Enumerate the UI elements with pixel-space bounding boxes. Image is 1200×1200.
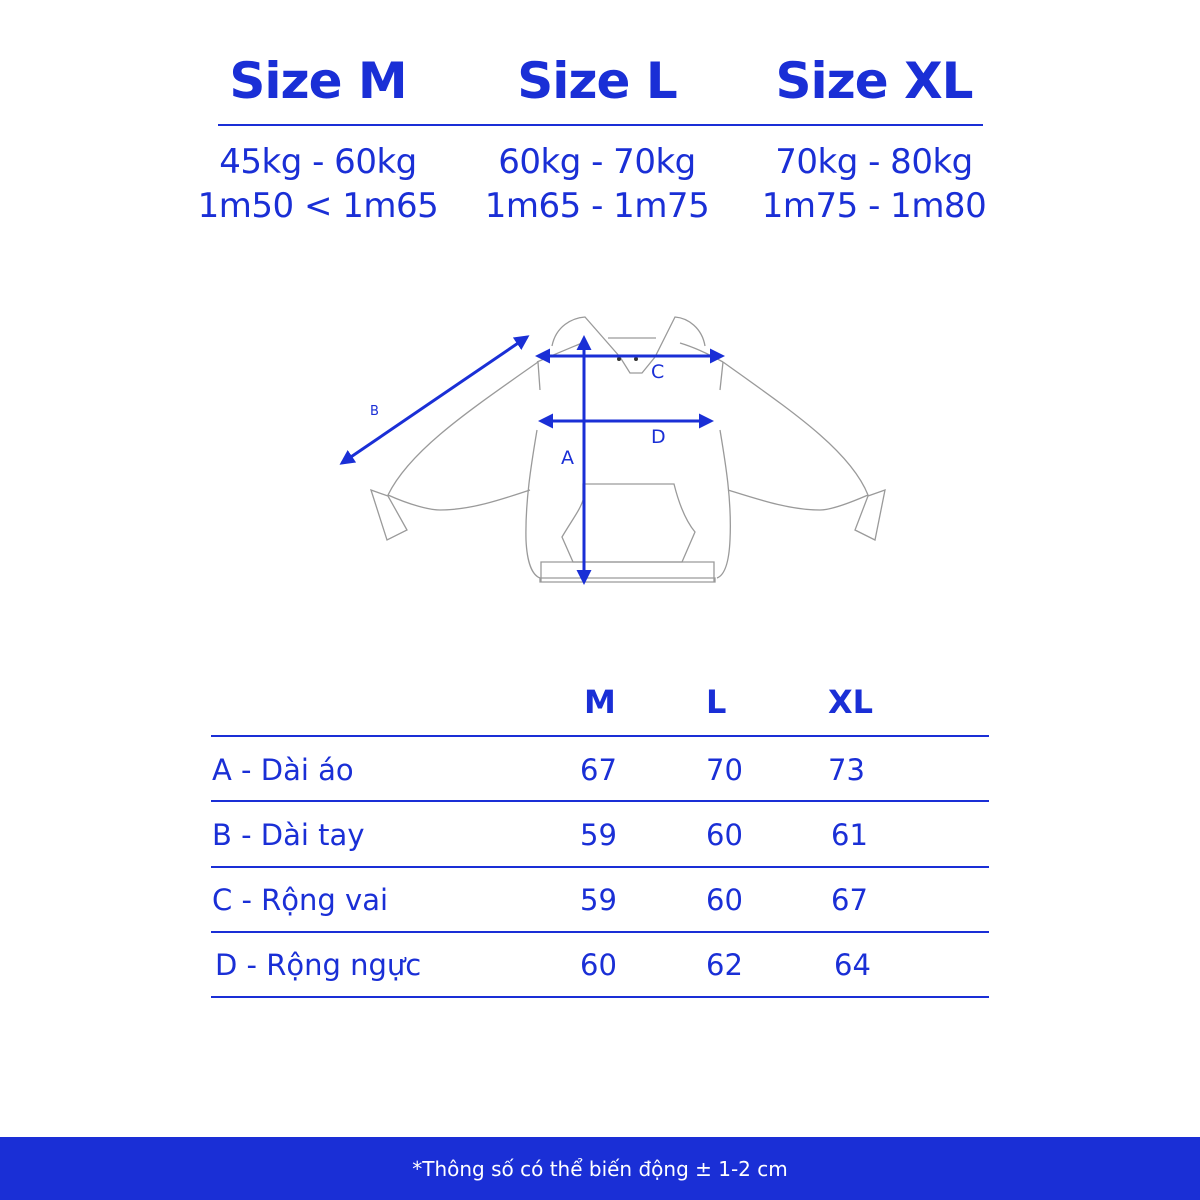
cell-m: 59: [580, 883, 617, 917]
table-divider: [211, 735, 989, 737]
column-header-m: M: [584, 683, 616, 721]
cell-m: 67: [580, 753, 617, 787]
size-title: Size XL: [775, 52, 974, 110]
header-divider: [218, 124, 983, 126]
cell-xl: 67: [831, 883, 868, 917]
cell-m: 60: [580, 948, 617, 982]
cell-l: 70: [706, 753, 743, 787]
row-label: A - Dài áo: [212, 753, 354, 787]
label-c: C: [651, 361, 664, 383]
table-divider: [211, 866, 989, 868]
table-divider: [211, 931, 989, 933]
footer-banner: *Thông số có thể biến động ± 1-2 cm: [0, 1137, 1200, 1200]
size-range: 70kg - 80kg 1m75 - 1m80: [724, 140, 1024, 228]
column-header-xl: XL: [828, 683, 874, 721]
hoodie-measurement-diagram: A B C D: [339, 316, 886, 585]
label-d: D: [651, 426, 666, 448]
row-label: C - Rộng vai: [212, 883, 389, 917]
row-label: B - Dài tay: [212, 818, 365, 852]
height-range: 1m75 - 1m80: [761, 186, 987, 226]
height-range: 1m50 < 1m65: [197, 186, 439, 226]
weight-range: 60kg - 70kg: [498, 142, 696, 182]
cell-xl: 64: [834, 948, 871, 982]
label-b: B: [370, 404, 379, 419]
weight-range: 45kg - 60kg: [219, 142, 417, 182]
cell-xl: 73: [828, 753, 865, 787]
arrow-b: [339, 335, 530, 465]
size-title: Size M: [229, 52, 407, 110]
cell-l: 60: [706, 883, 743, 917]
row-label: D - Rộng ngực: [215, 948, 422, 982]
size-range: 60kg - 70kg 1m65 - 1m75: [447, 140, 747, 228]
label-a: A: [561, 447, 574, 469]
cell-xl: 61: [831, 818, 868, 852]
height-range: 1m65 - 1m75: [484, 186, 710, 226]
cell-l: 60: [706, 818, 743, 852]
table-divider: [211, 996, 989, 998]
size-title: Size L: [517, 52, 677, 110]
cell-l: 62: [706, 948, 743, 982]
weight-range: 70kg - 80kg: [775, 142, 973, 182]
measurement-arrows: [339, 335, 725, 585]
size-range: 45kg - 60kg 1m50 < 1m65: [168, 140, 468, 228]
cell-m: 59: [580, 818, 617, 852]
table-divider: [211, 800, 989, 802]
footer-note: *Thông số có thể biến động ± 1-2 cm: [412, 1156, 788, 1181]
column-header-l: L: [706, 683, 727, 721]
